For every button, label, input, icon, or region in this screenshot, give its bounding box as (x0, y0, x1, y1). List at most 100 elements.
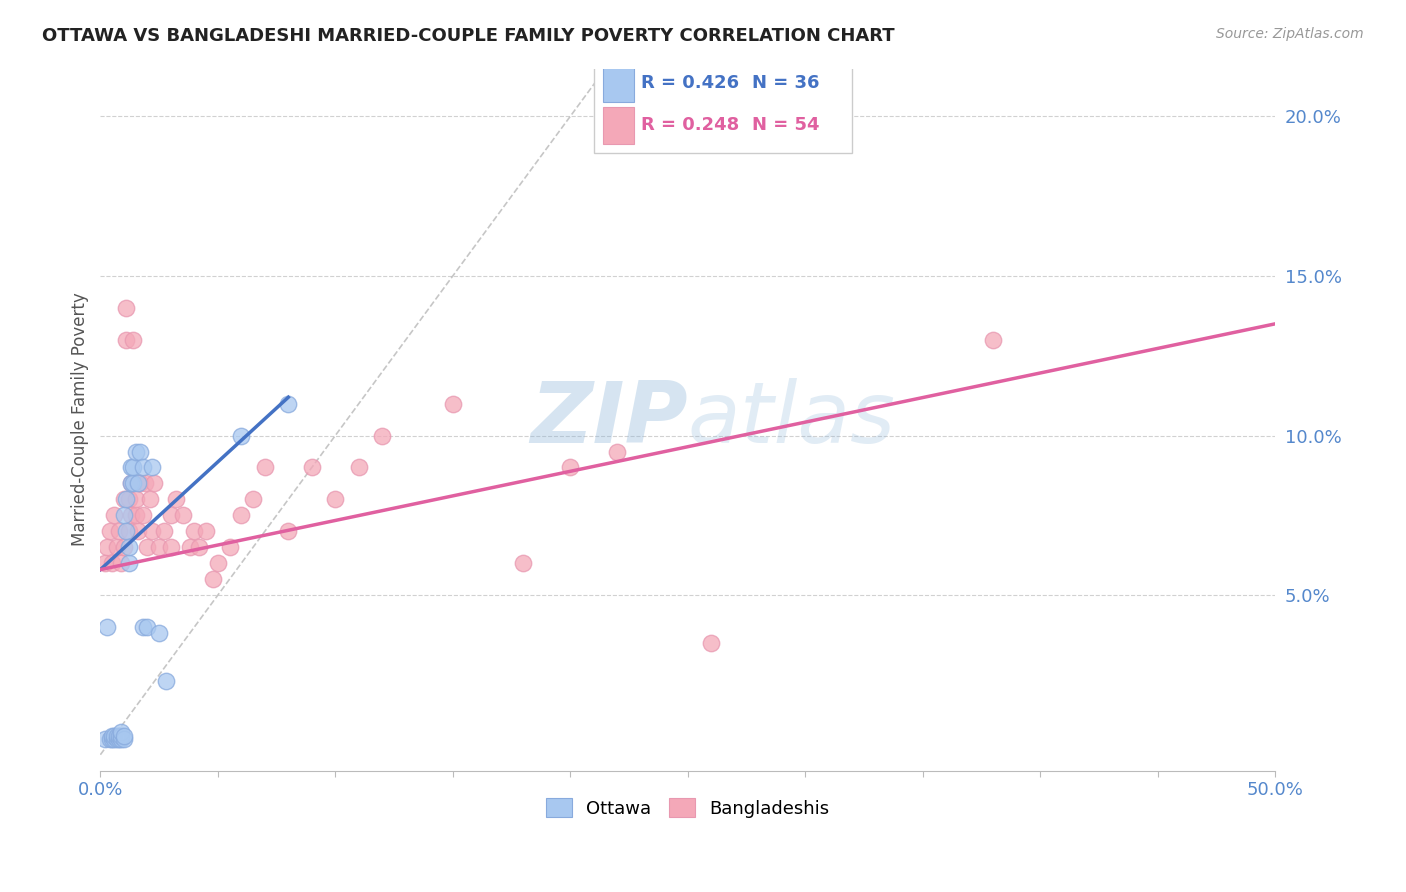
Point (323, 492, 346, 507)
Point (103, 731, 125, 746)
Point (301, 460, 323, 475)
Point (105, 729, 128, 743)
Text: Source: ZipAtlas.com: Source: ZipAtlas.com (1216, 27, 1364, 41)
Point (117, 556, 139, 570)
Point (141, 524, 163, 539)
Point (122, 476, 145, 491)
Point (98, 524, 121, 539)
Point (110, 731, 132, 746)
FancyBboxPatch shape (603, 65, 634, 102)
Point (120, 460, 142, 475)
Text: OTTAWA VS BANGLADESHI MARRIED-COUPLE FAMILY POVERTY CORRELATION CHART: OTTAWA VS BANGLADESHI MARRIED-COUPLE FAM… (42, 27, 894, 45)
Point (160, 541, 183, 555)
Point (124, 444, 146, 458)
Point (129, 444, 152, 458)
Point (105, 541, 128, 555)
Point (108, 524, 131, 539)
Point (103, 729, 125, 743)
Point (110, 556, 132, 570)
Point (277, 397, 299, 411)
Point (94, 556, 117, 570)
Point (96, 541, 118, 555)
Point (98, 731, 121, 746)
Point (103, 508, 125, 523)
Y-axis label: Married-Couple Family Poverty: Married-Couple Family Poverty (72, 293, 89, 547)
Text: N = 36: N = 36 (752, 74, 820, 92)
Point (101, 731, 124, 746)
Point (127, 524, 149, 539)
Point (242, 492, 264, 507)
Point (120, 476, 142, 491)
Text: atlas: atlas (688, 378, 896, 461)
Point (195, 524, 218, 539)
Point (165, 492, 187, 507)
Point (371, 428, 394, 442)
Point (981, 333, 1004, 347)
Text: ZIP: ZIP (530, 378, 688, 461)
Point (172, 508, 194, 523)
Point (277, 524, 299, 539)
Point (141, 460, 163, 475)
Point (124, 508, 146, 523)
Point (188, 541, 211, 555)
Point (606, 444, 628, 458)
FancyBboxPatch shape (593, 54, 852, 153)
Point (136, 620, 159, 634)
Point (124, 492, 146, 507)
Point (120, 508, 142, 523)
Point (231, 508, 253, 523)
Point (112, 492, 135, 507)
Point (131, 508, 153, 523)
Point (134, 476, 156, 491)
Point (218, 541, 240, 555)
Point (231, 428, 253, 442)
FancyBboxPatch shape (603, 107, 634, 144)
Text: R = 0.248: R = 0.248 (641, 116, 740, 135)
Point (120, 476, 142, 491)
Point (441, 397, 464, 411)
Text: N = 54: N = 54 (752, 116, 820, 135)
Point (131, 460, 153, 475)
Point (155, 674, 177, 689)
Point (115, 333, 138, 347)
Point (112, 731, 135, 746)
Point (129, 476, 152, 491)
Point (131, 620, 153, 634)
Point (183, 524, 205, 539)
Point (253, 460, 276, 475)
Point (138, 492, 160, 507)
Point (101, 729, 124, 743)
Point (347, 460, 370, 475)
Point (117, 524, 139, 539)
Point (152, 524, 174, 539)
Point (110, 725, 132, 739)
Point (112, 508, 135, 523)
Point (110, 729, 132, 743)
Point (115, 524, 138, 539)
Point (122, 333, 145, 347)
Point (94, 731, 117, 746)
Point (115, 492, 138, 507)
Point (117, 492, 139, 507)
Point (112, 729, 135, 743)
Point (700, 636, 723, 650)
Point (148, 541, 170, 555)
Text: R = 0.426: R = 0.426 (641, 74, 738, 92)
Point (108, 731, 131, 746)
Point (207, 556, 229, 570)
Point (143, 476, 166, 491)
Point (122, 460, 145, 475)
Point (127, 476, 149, 491)
Point (117, 541, 139, 555)
Legend: Ottawa, Bangladeshis: Ottawa, Bangladeshis (538, 791, 837, 825)
Point (560, 460, 582, 475)
Point (148, 626, 170, 640)
Point (179, 541, 201, 555)
Point (96, 620, 118, 634)
Point (115, 301, 138, 315)
Point (105, 731, 128, 746)
Point (112, 541, 135, 555)
Point (101, 556, 124, 570)
Point (108, 729, 131, 743)
Point (512, 556, 534, 570)
